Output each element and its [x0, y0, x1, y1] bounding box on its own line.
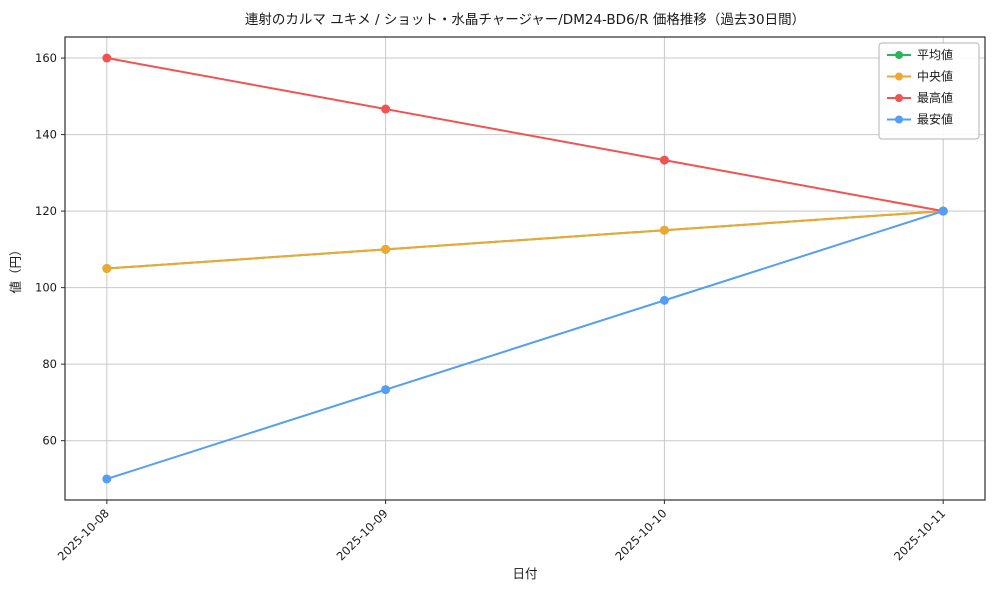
chart-title: 連射のカルマ ユキメ / ショット・水晶チャージャー/DM24-BD6/R 価格… — [245, 12, 805, 28]
y-tick-label: 160 — [35, 51, 57, 65]
axes-frame — [64, 36, 986, 501]
plot-background — [65, 37, 985, 500]
legend-marker-median — [895, 72, 903, 81]
series-marker-median — [659, 225, 669, 235]
series-marker-min — [938, 206, 948, 216]
series-marker-median — [381, 244, 391, 254]
y-axis-label: 値（円） — [8, 243, 23, 293]
legend-label-min: 最安値 — [917, 112, 953, 127]
series-marker-max — [102, 53, 112, 63]
legend-marker-max — [895, 94, 903, 102]
series-line-min — [106, 210, 944, 480]
y-tick-label: 80 — [42, 357, 57, 371]
series-line-median — [106, 210, 944, 270]
series-marker-min — [381, 385, 391, 395]
legend-label-median: 中央値 — [917, 69, 953, 84]
legend-marker-min — [895, 115, 903, 124]
y-tick-label: 60 — [42, 434, 57, 448]
y-tick-label: 140 — [35, 128, 57, 142]
series-marker-max — [659, 155, 669, 165]
y-tick-label: 100 — [35, 281, 57, 295]
series-marker-min — [102, 474, 112, 484]
series-marker-median — [102, 264, 112, 273]
legend-box — [878, 42, 980, 140]
y-tick-label: 120 — [35, 204, 57, 218]
legend-marker-average — [895, 51, 903, 59]
x-axis-label: 日付 — [512, 566, 537, 581]
series-line-max — [106, 57, 944, 213]
series-marker-min — [659, 295, 669, 305]
legend-label-max: 最高値 — [917, 90, 953, 105]
series-marker-max — [381, 104, 391, 114]
legend-label-average: 平均値 — [917, 47, 953, 62]
